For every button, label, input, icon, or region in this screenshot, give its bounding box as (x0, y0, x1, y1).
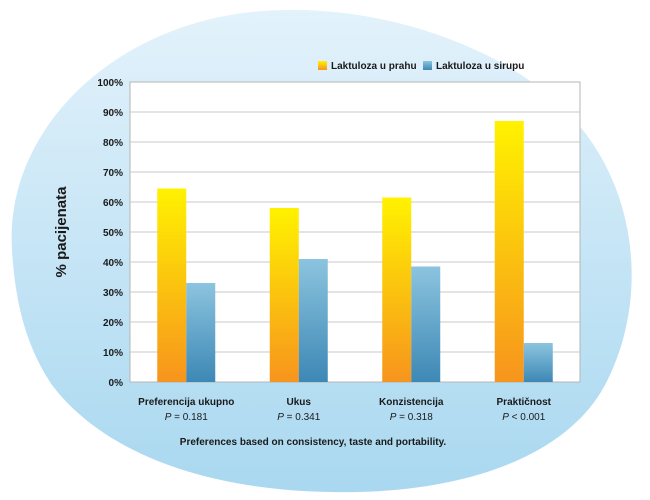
y-tick-labels: 0% 10% 20% 30% 40% 50% 60% 70% 80% 90% 100% (97, 78, 123, 389)
x-category-label: Praktičnost (497, 397, 552, 408)
p-value-label: P = 0.341 (277, 412, 321, 423)
bar-syrup (523, 343, 553, 382)
y-tick-label: 50% (103, 228, 123, 239)
y-tick-label: 60% (103, 198, 123, 209)
p-value-label: P = 0.318 (390, 412, 434, 423)
y-tick-label: 10% (103, 348, 123, 359)
y-tick-label: 30% (103, 288, 123, 299)
legend-label-syrup: Laktuloza u sirupu (436, 61, 524, 72)
bars (157, 121, 553, 382)
p-value-label: P = 0.181 (165, 412, 209, 423)
legend-swatch-powder (318, 61, 327, 70)
y-tick-label: 40% (103, 258, 123, 269)
y-tick-label: 70% (103, 168, 123, 179)
legend: Laktuloza u prahu Laktuloza u sirupu (318, 61, 524, 72)
bar-powder (269, 208, 299, 382)
p-value-label: P < 0.001 (502, 412, 546, 423)
legend-label-powder: Laktuloza u prahu (331, 61, 417, 72)
bar-syrup (411, 266, 441, 382)
footnote: Preferences based on consistency, taste … (180, 437, 447, 448)
bar-powder (382, 197, 412, 382)
x-category-label: Konzistencija (379, 397, 444, 408)
y-tick-label: 100% (97, 78, 123, 89)
bar-powder (494, 121, 524, 382)
x-category-labels: Preferencija ukupno P = 0.181 Ukus P = 0.34… (138, 397, 551, 423)
y-tick-label: 80% (103, 138, 123, 149)
bar-powder (157, 188, 187, 382)
y-tick-label: 20% (103, 318, 123, 329)
y-tick-label: 90% (103, 108, 123, 119)
bar-syrup (298, 259, 328, 382)
x-category-label: Ukus (287, 397, 312, 408)
legend-swatch-syrup (423, 61, 432, 70)
bar-syrup (186, 283, 216, 382)
x-category-label: Preferencija ukupno (138, 397, 234, 408)
y-tick-label: 0% (109, 378, 124, 389)
y-axis-label: % pacijenata (53, 186, 70, 278)
